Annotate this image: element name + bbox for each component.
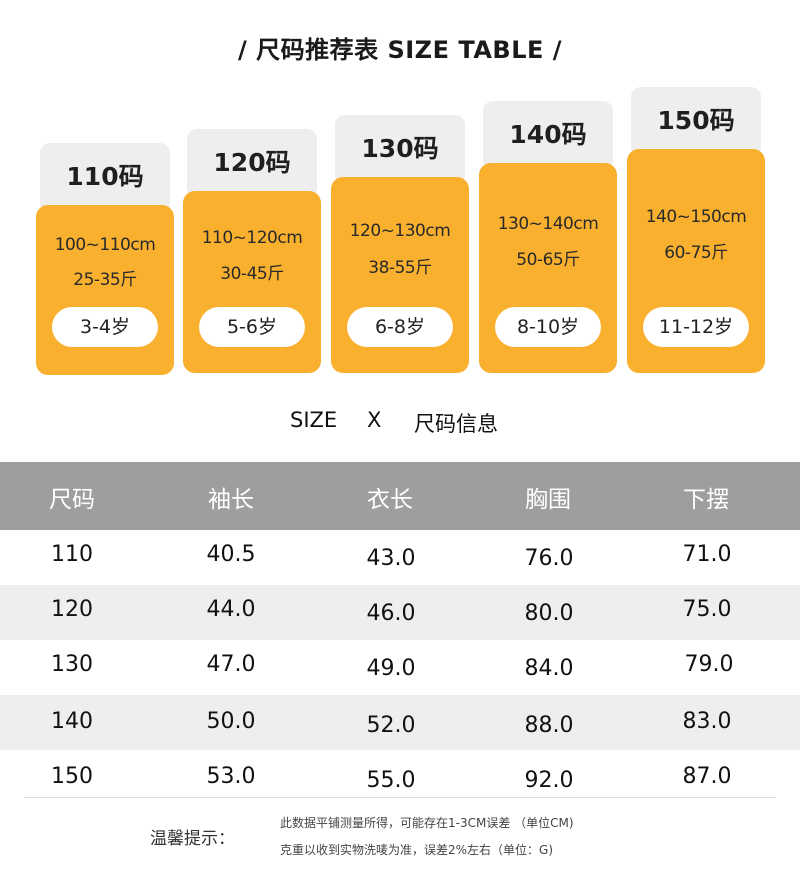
- size-label: 140码: [483, 101, 613, 171]
- footer-divider: [24, 797, 776, 798]
- cell-length: 55.0: [366, 768, 416, 793]
- cell-size: 120: [51, 597, 93, 622]
- size-label: 110码: [40, 143, 170, 213]
- size-info-panel: 100~110cm 25-35斤 3-4岁: [36, 205, 174, 375]
- cell-length: 46.0: [366, 601, 416, 626]
- header-sleeve: 袖长: [208, 487, 254, 513]
- table-row: 130 47.0 49.0 84.0 79.0: [0, 640, 800, 695]
- cell-sleeve: 50.0: [206, 709, 256, 734]
- size-info-panel: 140~150cm 60-75斤 11-12岁: [627, 149, 765, 373]
- header-chest: 胸围: [525, 487, 571, 513]
- cell-chest: 80.0: [524, 601, 574, 626]
- cell-hem: 87.0: [682, 764, 732, 789]
- note-line-measure: 此数据平铺测量所得，可能存在1-3CM误差 （单位CM): [280, 816, 574, 830]
- age-badge: 8-10岁: [495, 307, 601, 347]
- weight-range: 50-65斤: [516, 250, 580, 270]
- weight-range: 60-75斤: [664, 243, 728, 263]
- weight-range: 30-45斤: [220, 264, 284, 284]
- cell-chest: 76.0: [524, 546, 574, 571]
- page-title: / 尺码推荐表 SIZE TABLE /: [237, 36, 563, 64]
- cell-chest: 92.0: [524, 768, 574, 793]
- weight-range: 25-35斤: [73, 270, 137, 290]
- age-badge: 11-12岁: [643, 307, 749, 347]
- size-info-panel: 130~140cm 50-65斤 8-10岁: [479, 163, 617, 373]
- height-range: 100~110cm: [54, 235, 156, 255]
- cell-size: 110: [51, 542, 93, 567]
- header-hem: 下摆: [683, 487, 729, 513]
- cell-chest: 88.0: [524, 713, 574, 738]
- cell-hem: 75.0: [682, 597, 732, 622]
- cell-hem: 83.0: [682, 709, 732, 734]
- cell-chest: 84.0: [524, 656, 574, 681]
- cell-sleeve: 44.0: [206, 597, 256, 622]
- subtitle-info: 尺码信息: [414, 412, 498, 436]
- cell-hem: 71.0: [682, 542, 732, 567]
- cell-length: 52.0: [366, 713, 416, 738]
- cell-sleeve: 47.0: [206, 652, 256, 677]
- cell-length: 43.0: [366, 546, 416, 571]
- cell-size: 150: [51, 764, 93, 789]
- subtitle-x: X: [367, 408, 382, 432]
- table-header: 尺码 袖长 衣长 胸围 下摆: [0, 462, 800, 530]
- note-line-weight: 克重以收到实物洗唛为准，误差2%左右（单位：G): [280, 843, 554, 857]
- subtitle-size: SIZE: [290, 408, 338, 432]
- size-info-panel: 110~120cm 30-45斤 5-6岁: [183, 191, 321, 373]
- note-label: 温馨提示：: [150, 829, 235, 849]
- height-range: 120~130cm: [349, 221, 451, 241]
- height-range: 140~150cm: [645, 207, 747, 227]
- weight-range: 38-55斤: [368, 258, 432, 278]
- size-info-panel: 120~130cm 38-55斤 6-8岁: [331, 177, 469, 373]
- cell-length: 49.0: [366, 656, 416, 681]
- height-range: 130~140cm: [497, 214, 599, 234]
- size-label: 150码: [631, 87, 761, 157]
- table-row: 140 50.0 52.0 88.0 83.0: [0, 695, 800, 750]
- header-size: 尺码: [49, 487, 95, 513]
- size-label: 130码: [335, 115, 465, 185]
- size-label: 120码: [187, 129, 317, 199]
- height-range: 110~120cm: [201, 228, 303, 248]
- cell-size: 130: [51, 652, 93, 677]
- cell-size: 140: [51, 709, 93, 734]
- cell-sleeve: 53.0: [206, 764, 256, 789]
- table-row: 110 40.5 43.0 76.0 71.0: [0, 530, 800, 585]
- section-subtitle: SIZE X 尺码信息: [0, 408, 800, 438]
- header-length: 衣长: [367, 487, 413, 513]
- cell-hem: 79.0: [684, 652, 734, 677]
- age-badge: 3-4岁: [52, 307, 158, 347]
- age-badge: 6-8岁: [347, 307, 453, 347]
- table-row: 150 53.0 55.0 92.0 87.0: [0, 750, 800, 805]
- cell-sleeve: 40.5: [206, 542, 256, 567]
- age-badge: 5-6岁: [199, 307, 305, 347]
- table-row: 120 44.0 46.0 80.0 75.0: [0, 585, 800, 640]
